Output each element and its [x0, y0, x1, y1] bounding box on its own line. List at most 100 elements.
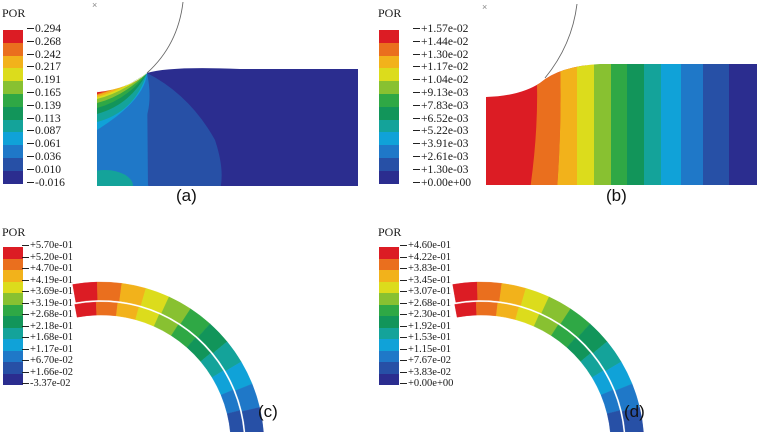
legend-label: 0.061 [27, 137, 65, 150]
legend-label: +4.60e-01 [399, 239, 453, 251]
legend-swatch [379, 304, 399, 316]
legend-swatch [379, 42, 399, 56]
legend-label: +2.68e-01 [22, 309, 73, 320]
legend-title: POR [378, 6, 402, 20]
origin-marker: × [92, 0, 98, 10]
legend-label: 0.268 [27, 35, 65, 48]
legend-swatch [379, 170, 399, 184]
legend-swatch [3, 132, 23, 146]
legend-label: +7.67e-02 [399, 354, 453, 366]
legend-label: +5.20e-01 [22, 251, 73, 263]
legend-label: +0.00e+00 [412, 175, 472, 189]
color-bar [3, 247, 23, 385]
panel-caption: (d) [624, 402, 645, 421]
legend-swatch [3, 170, 23, 184]
legend-swatch [379, 281, 399, 293]
legend-label: +1.04e-02 [412, 73, 471, 86]
legend-labels: +5.70e-01 +5.20e-01 +4.70e-01 +4.19e-01 +3.6… [22, 239, 73, 389]
legend-label: 0.191 [27, 73, 65, 86]
legend-label: +3.69e-01 [22, 286, 73, 297]
legend-label: +1.68e-01 [22, 332, 73, 343]
legend-swatch [3, 247, 23, 259]
legend-label: +1.66e-02 [22, 366, 73, 378]
panel-caption: (b) [606, 186, 627, 205]
legend-swatch [3, 55, 23, 69]
legend-swatch [3, 42, 23, 56]
legend-label: +3.45e-01 [399, 274, 453, 286]
legend-label: +1.44e-02 [412, 35, 471, 48]
origin-marker: × [482, 2, 488, 12]
legend-swatch [3, 30, 23, 43]
legend-label: +5.22e-03 [412, 124, 471, 137]
legend-swatch [379, 30, 399, 43]
legend-label: +6.52e-03 [412, 112, 471, 124]
legend-swatch [3, 281, 23, 293]
legend-swatch [379, 247, 399, 259]
legend-swatch [3, 258, 23, 270]
legend-label: -0.016 [27, 175, 65, 189]
legend-swatch [379, 81, 399, 94]
legend-swatch [379, 157, 399, 171]
legend-label: 0.113 [27, 112, 65, 124]
legend-label: +6.70e-02 [22, 355, 73, 366]
color-bar [379, 30, 399, 184]
legend-swatch [3, 68, 23, 82]
legend-swatch [3, 373, 23, 385]
legend-swatch [379, 270, 399, 282]
legend-label: +3.83e-01 [399, 262, 453, 274]
legend-label: +3.19e-01 [22, 297, 73, 309]
legend-swatch [379, 119, 399, 133]
legend-swatch [379, 373, 399, 385]
legend-swatch [379, 55, 399, 69]
legend-swatch [379, 145, 399, 158]
legend-swatch [379, 362, 399, 374]
legend-label: -3.37e-02 [22, 377, 73, 389]
legend-label: +3.07e-01 [399, 285, 453, 297]
legend-swatch [3, 270, 23, 282]
legend-swatch [3, 362, 23, 374]
legend-swatch [379, 106, 399, 120]
legend-label: 0.010 [27, 163, 65, 176]
legend-label: +3.91e-03 [412, 137, 471, 150]
legend-label: +4.70e-01 [22, 263, 73, 274]
legend-swatch [379, 350, 399, 362]
legend-swatch [379, 316, 399, 328]
legend-label: 0.087 [27, 124, 65, 137]
legend-swatch [379, 293, 399, 305]
legend-label: +1.30e-02 [412, 48, 471, 60]
legend-label: 0.217 [27, 60, 65, 73]
legend-label: +1.53e-01 [399, 331, 453, 343]
legend-swatch [3, 93, 23, 107]
legend-label: 0.139 [27, 99, 65, 112]
legend-labels: +4.60e-01 +4.22e-01 +3.83e-01 +3.45e-01 +3.0… [399, 239, 453, 389]
legend-label: +7.83e-03 [412, 99, 471, 112]
legend-label: +1.92e-01 [399, 320, 453, 332]
legend-swatch [3, 327, 23, 339]
legend-label: +2.68e-01 [399, 297, 453, 309]
legend-labels: 0.294 0.268 0.242 0.217 0.191 0.165 0.139 0.113… [27, 22, 65, 189]
legend-label: 0.036 [27, 150, 65, 163]
legend-swatch [3, 350, 23, 362]
legend-swatch [3, 293, 23, 305]
panel-caption: (a) [176, 186, 197, 205]
legend-label: 0.165 [27, 86, 65, 99]
color-bar [3, 30, 23, 184]
legend-swatch [3, 119, 23, 133]
legend-label: 0.242 [27, 48, 65, 60]
legend-swatch [3, 339, 23, 351]
legend-labels: +1.57e-02 +1.44e-02 +1.30e-02 +1.17e-02 +1.0… [412, 22, 472, 189]
legend-label: +1.30e-03 [412, 163, 471, 176]
legend-swatch [3, 106, 23, 120]
legend-label: +1.17e-02 [412, 60, 471, 73]
legend-title: POR [2, 6, 26, 20]
legend-swatch [379, 327, 399, 339]
legend-label: +1.57e-02 [412, 22, 471, 35]
legend-swatch [3, 145, 23, 158]
legend-label: +3.83e-02 [399, 366, 453, 378]
legend-label: +5.70e-01 [22, 240, 73, 251]
legend-label: 0.294 [27, 22, 65, 35]
legend-title: POR [378, 225, 402, 239]
